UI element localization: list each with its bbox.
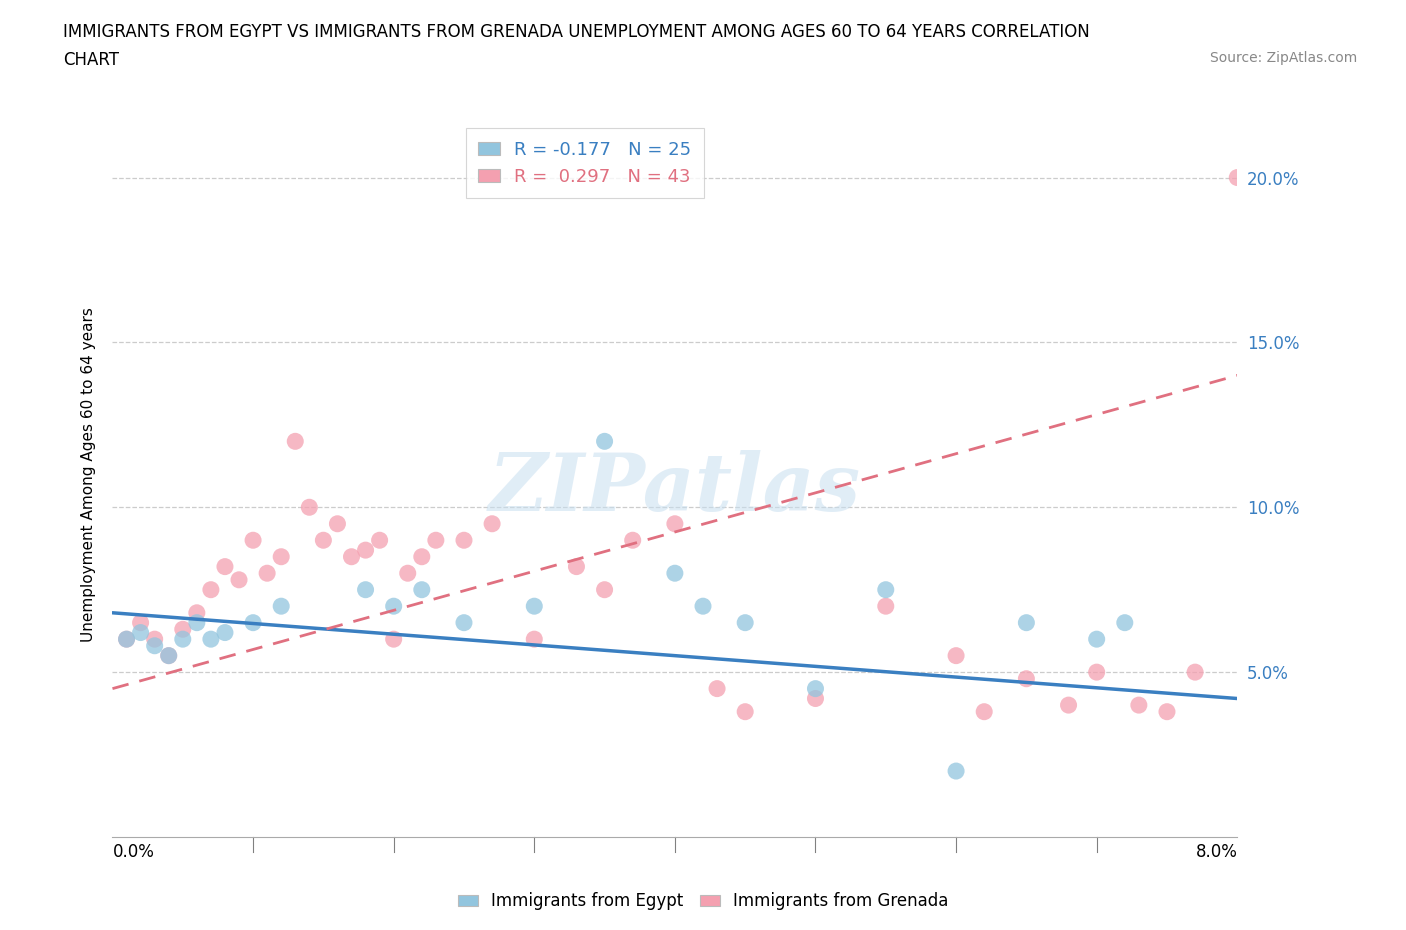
Point xyxy=(664,565,686,580)
Point xyxy=(186,605,208,620)
Point xyxy=(804,691,827,706)
Point xyxy=(382,631,405,646)
Text: ZIPatlas: ZIPatlas xyxy=(489,450,860,527)
Point xyxy=(973,704,995,719)
Point xyxy=(214,559,236,574)
Point xyxy=(115,631,138,646)
Point xyxy=(354,582,377,597)
Point xyxy=(382,599,405,614)
Point xyxy=(1226,170,1249,185)
Point xyxy=(242,533,264,548)
Point xyxy=(200,582,222,597)
Point xyxy=(945,648,967,663)
Point xyxy=(143,638,166,653)
Point xyxy=(270,599,292,614)
Point xyxy=(172,622,194,637)
Point xyxy=(1156,704,1178,719)
Point xyxy=(326,516,349,531)
Legend: Immigrants from Egypt, Immigrants from Grenada: Immigrants from Egypt, Immigrants from G… xyxy=(451,885,955,917)
Point xyxy=(1184,665,1206,680)
Point xyxy=(1085,631,1108,646)
Point xyxy=(256,565,278,580)
Point xyxy=(621,533,644,548)
Point xyxy=(396,565,419,580)
Point xyxy=(157,648,180,663)
Text: 0.0%: 0.0% xyxy=(112,843,155,861)
Point xyxy=(453,616,475,631)
Point xyxy=(565,559,588,574)
Point xyxy=(270,550,292,565)
Point xyxy=(200,631,222,646)
Point xyxy=(228,572,250,587)
Point xyxy=(340,550,363,565)
Point xyxy=(368,533,391,548)
Text: Source: ZipAtlas.com: Source: ZipAtlas.com xyxy=(1209,51,1357,65)
Point xyxy=(945,764,967,778)
Point xyxy=(115,631,138,646)
Point xyxy=(1085,665,1108,680)
Point xyxy=(354,543,377,558)
Point xyxy=(1128,698,1150,712)
Point xyxy=(593,434,616,449)
Point xyxy=(1015,616,1038,631)
Point xyxy=(523,599,546,614)
Point xyxy=(593,582,616,597)
Point xyxy=(242,616,264,631)
Point xyxy=(186,616,208,631)
Point xyxy=(425,533,447,548)
Point xyxy=(298,499,321,514)
Point xyxy=(481,516,503,531)
Point xyxy=(734,704,756,719)
Point xyxy=(411,582,433,597)
Point xyxy=(129,616,152,631)
Point xyxy=(875,599,897,614)
Y-axis label: Unemployment Among Ages 60 to 64 years: Unemployment Among Ages 60 to 64 years xyxy=(80,307,96,642)
Point xyxy=(1114,616,1136,631)
Point xyxy=(214,625,236,640)
Point xyxy=(734,616,756,631)
Point xyxy=(453,533,475,548)
Point xyxy=(692,599,714,614)
Point xyxy=(664,516,686,531)
Text: CHART: CHART xyxy=(63,51,120,69)
Point xyxy=(804,681,827,696)
Point xyxy=(284,434,307,449)
Point xyxy=(129,625,152,640)
Point xyxy=(143,631,166,646)
Point xyxy=(706,681,728,696)
Text: IMMIGRANTS FROM EGYPT VS IMMIGRANTS FROM GRENADA UNEMPLOYMENT AMONG AGES 60 TO 6: IMMIGRANTS FROM EGYPT VS IMMIGRANTS FROM… xyxy=(63,23,1090,41)
Legend: R = -0.177   N = 25, R =  0.297   N = 43: R = -0.177 N = 25, R = 0.297 N = 43 xyxy=(465,128,704,198)
Point xyxy=(1015,671,1038,686)
Point xyxy=(523,631,546,646)
Text: 8.0%: 8.0% xyxy=(1195,843,1237,861)
Point xyxy=(411,550,433,565)
Point xyxy=(1057,698,1080,712)
Point xyxy=(875,582,897,597)
Point xyxy=(172,631,194,646)
Point xyxy=(312,533,335,548)
Point xyxy=(157,648,180,663)
